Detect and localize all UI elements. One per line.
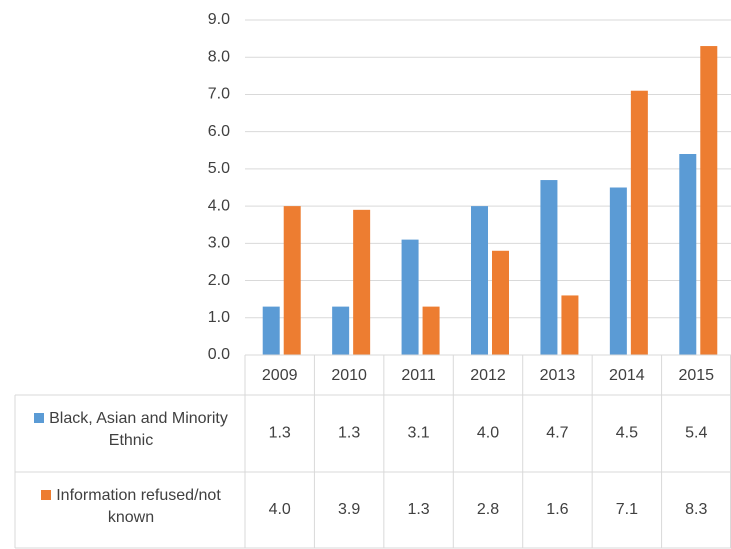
table-value: 1.3 bbox=[407, 501, 429, 518]
table-value: 1.3 bbox=[269, 425, 291, 442]
legend-label: Black, Asian and Minority Ethnic bbox=[49, 410, 228, 449]
bar bbox=[283, 206, 301, 355]
x-tick-label: 2010 bbox=[331, 367, 367, 384]
y-tick-label: 0.0 bbox=[208, 346, 230, 363]
table-value: 4.5 bbox=[616, 425, 638, 442]
bar bbox=[401, 239, 419, 355]
bar bbox=[609, 187, 627, 355]
y-tick-label: 5.0 bbox=[208, 160, 230, 177]
bar bbox=[353, 209, 371, 355]
bar bbox=[332, 306, 350, 355]
bar bbox=[700, 46, 718, 356]
bar bbox=[471, 206, 488, 355]
legend-swatch bbox=[34, 413, 45, 423]
bar bbox=[679, 154, 697, 355]
y-tick-label: 3.0 bbox=[208, 235, 230, 252]
y-tick-label: 6.0 bbox=[208, 123, 230, 140]
y-tick-label: 4.0 bbox=[208, 197, 230, 214]
bar bbox=[540, 180, 558, 355]
table-value: 7.1 bbox=[616, 501, 638, 518]
table-value: 4.0 bbox=[477, 425, 499, 442]
legend-swatch bbox=[41, 490, 52, 500]
table-value: 3.1 bbox=[407, 425, 429, 442]
x-tick-label: 2013 bbox=[540, 367, 576, 384]
legend-entry: Information refused/not known bbox=[18, 485, 244, 529]
table-value: 1.6 bbox=[546, 501, 568, 518]
bar bbox=[422, 306, 440, 355]
bar bbox=[561, 295, 579, 355]
bar bbox=[262, 306, 280, 355]
table-value: 2.8 bbox=[477, 501, 499, 518]
table-value: 1.3 bbox=[338, 425, 360, 442]
table-value: 5.4 bbox=[685, 425, 707, 442]
legend-entry: Black, Asian and Minority Ethnic bbox=[18, 408, 244, 452]
x-tick-label: 2011 bbox=[401, 367, 436, 384]
y-tick-label: 8.0 bbox=[208, 48, 230, 65]
table-value: 4.0 bbox=[269, 501, 291, 518]
x-tick-label: 2015 bbox=[678, 367, 714, 384]
legend-label: Information refused/not known bbox=[56, 487, 221, 526]
x-tick-label: 2009 bbox=[262, 367, 298, 384]
y-tick-label: 7.0 bbox=[208, 86, 230, 103]
x-tick-label: 2014 bbox=[609, 367, 645, 384]
table-value: 3.9 bbox=[338, 501, 360, 518]
bar bbox=[492, 250, 509, 355]
bar bbox=[630, 90, 648, 355]
y-tick-label: 2.0 bbox=[208, 272, 230, 289]
y-tick-label: 1.0 bbox=[208, 309, 230, 326]
table-value: 4.7 bbox=[546, 425, 568, 442]
table-value: 8.3 bbox=[685, 501, 707, 518]
y-tick-label: 9.0 bbox=[208, 11, 230, 28]
x-tick-label: 2012 bbox=[470, 367, 506, 384]
